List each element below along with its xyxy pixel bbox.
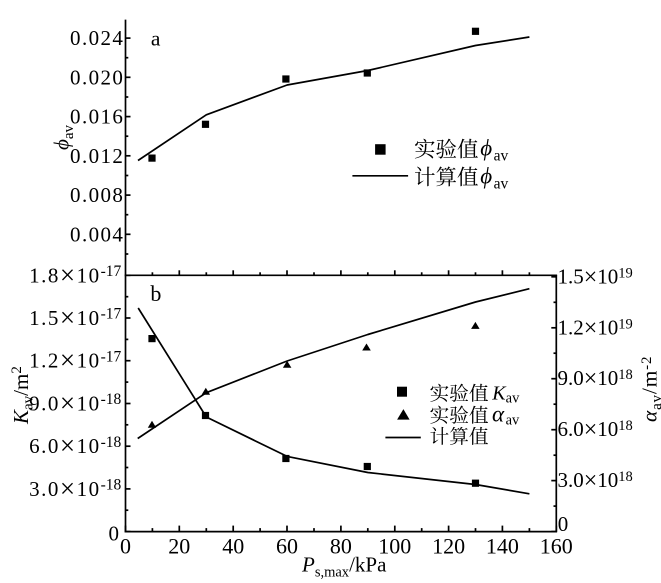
svg-text:ϕav: ϕav xyxy=(480,136,508,165)
svg-text:ϕav: ϕav xyxy=(50,124,78,150)
svg-text:b: b xyxy=(150,281,161,306)
svg-text:20: 20 xyxy=(168,533,190,558)
svg-text:0: 0 xyxy=(558,512,569,536)
svg-text:αav/m-2: αav/m-2 xyxy=(638,356,661,422)
svg-text:160: 160 xyxy=(540,533,573,558)
svg-text:0.024: 0.024 xyxy=(70,26,124,50)
svg-text:0.016: 0.016 xyxy=(70,105,124,129)
svg-text:0: 0 xyxy=(109,522,120,546)
svg-text:120: 120 xyxy=(432,533,465,558)
svg-text:0.008: 0.008 xyxy=(70,183,124,207)
svg-text:80: 80 xyxy=(330,533,352,558)
svg-text:Kav/m2: Kav/m2 xyxy=(9,366,37,425)
svg-text:140: 140 xyxy=(486,533,519,558)
svg-text:Kav: Kav xyxy=(491,383,520,407)
svg-text:0.012: 0.012 xyxy=(70,144,124,168)
svg-text:40: 40 xyxy=(222,533,244,558)
svg-text:0.004: 0.004 xyxy=(70,222,124,246)
svg-text:Ps,max/kPa: Ps,max/kPa xyxy=(301,553,387,581)
svg-text:100: 100 xyxy=(378,533,411,558)
svg-text:6.0×1018: 6.0×1018 xyxy=(558,417,633,443)
svg-text:60: 60 xyxy=(276,533,298,558)
svg-text:0: 0 xyxy=(120,533,131,558)
svg-text:a: a xyxy=(151,26,161,50)
svg-text:αav: α av xyxy=(492,401,520,428)
svg-text:0.020: 0.020 xyxy=(70,65,124,89)
svg-text:ϕav: ϕav xyxy=(480,163,508,192)
